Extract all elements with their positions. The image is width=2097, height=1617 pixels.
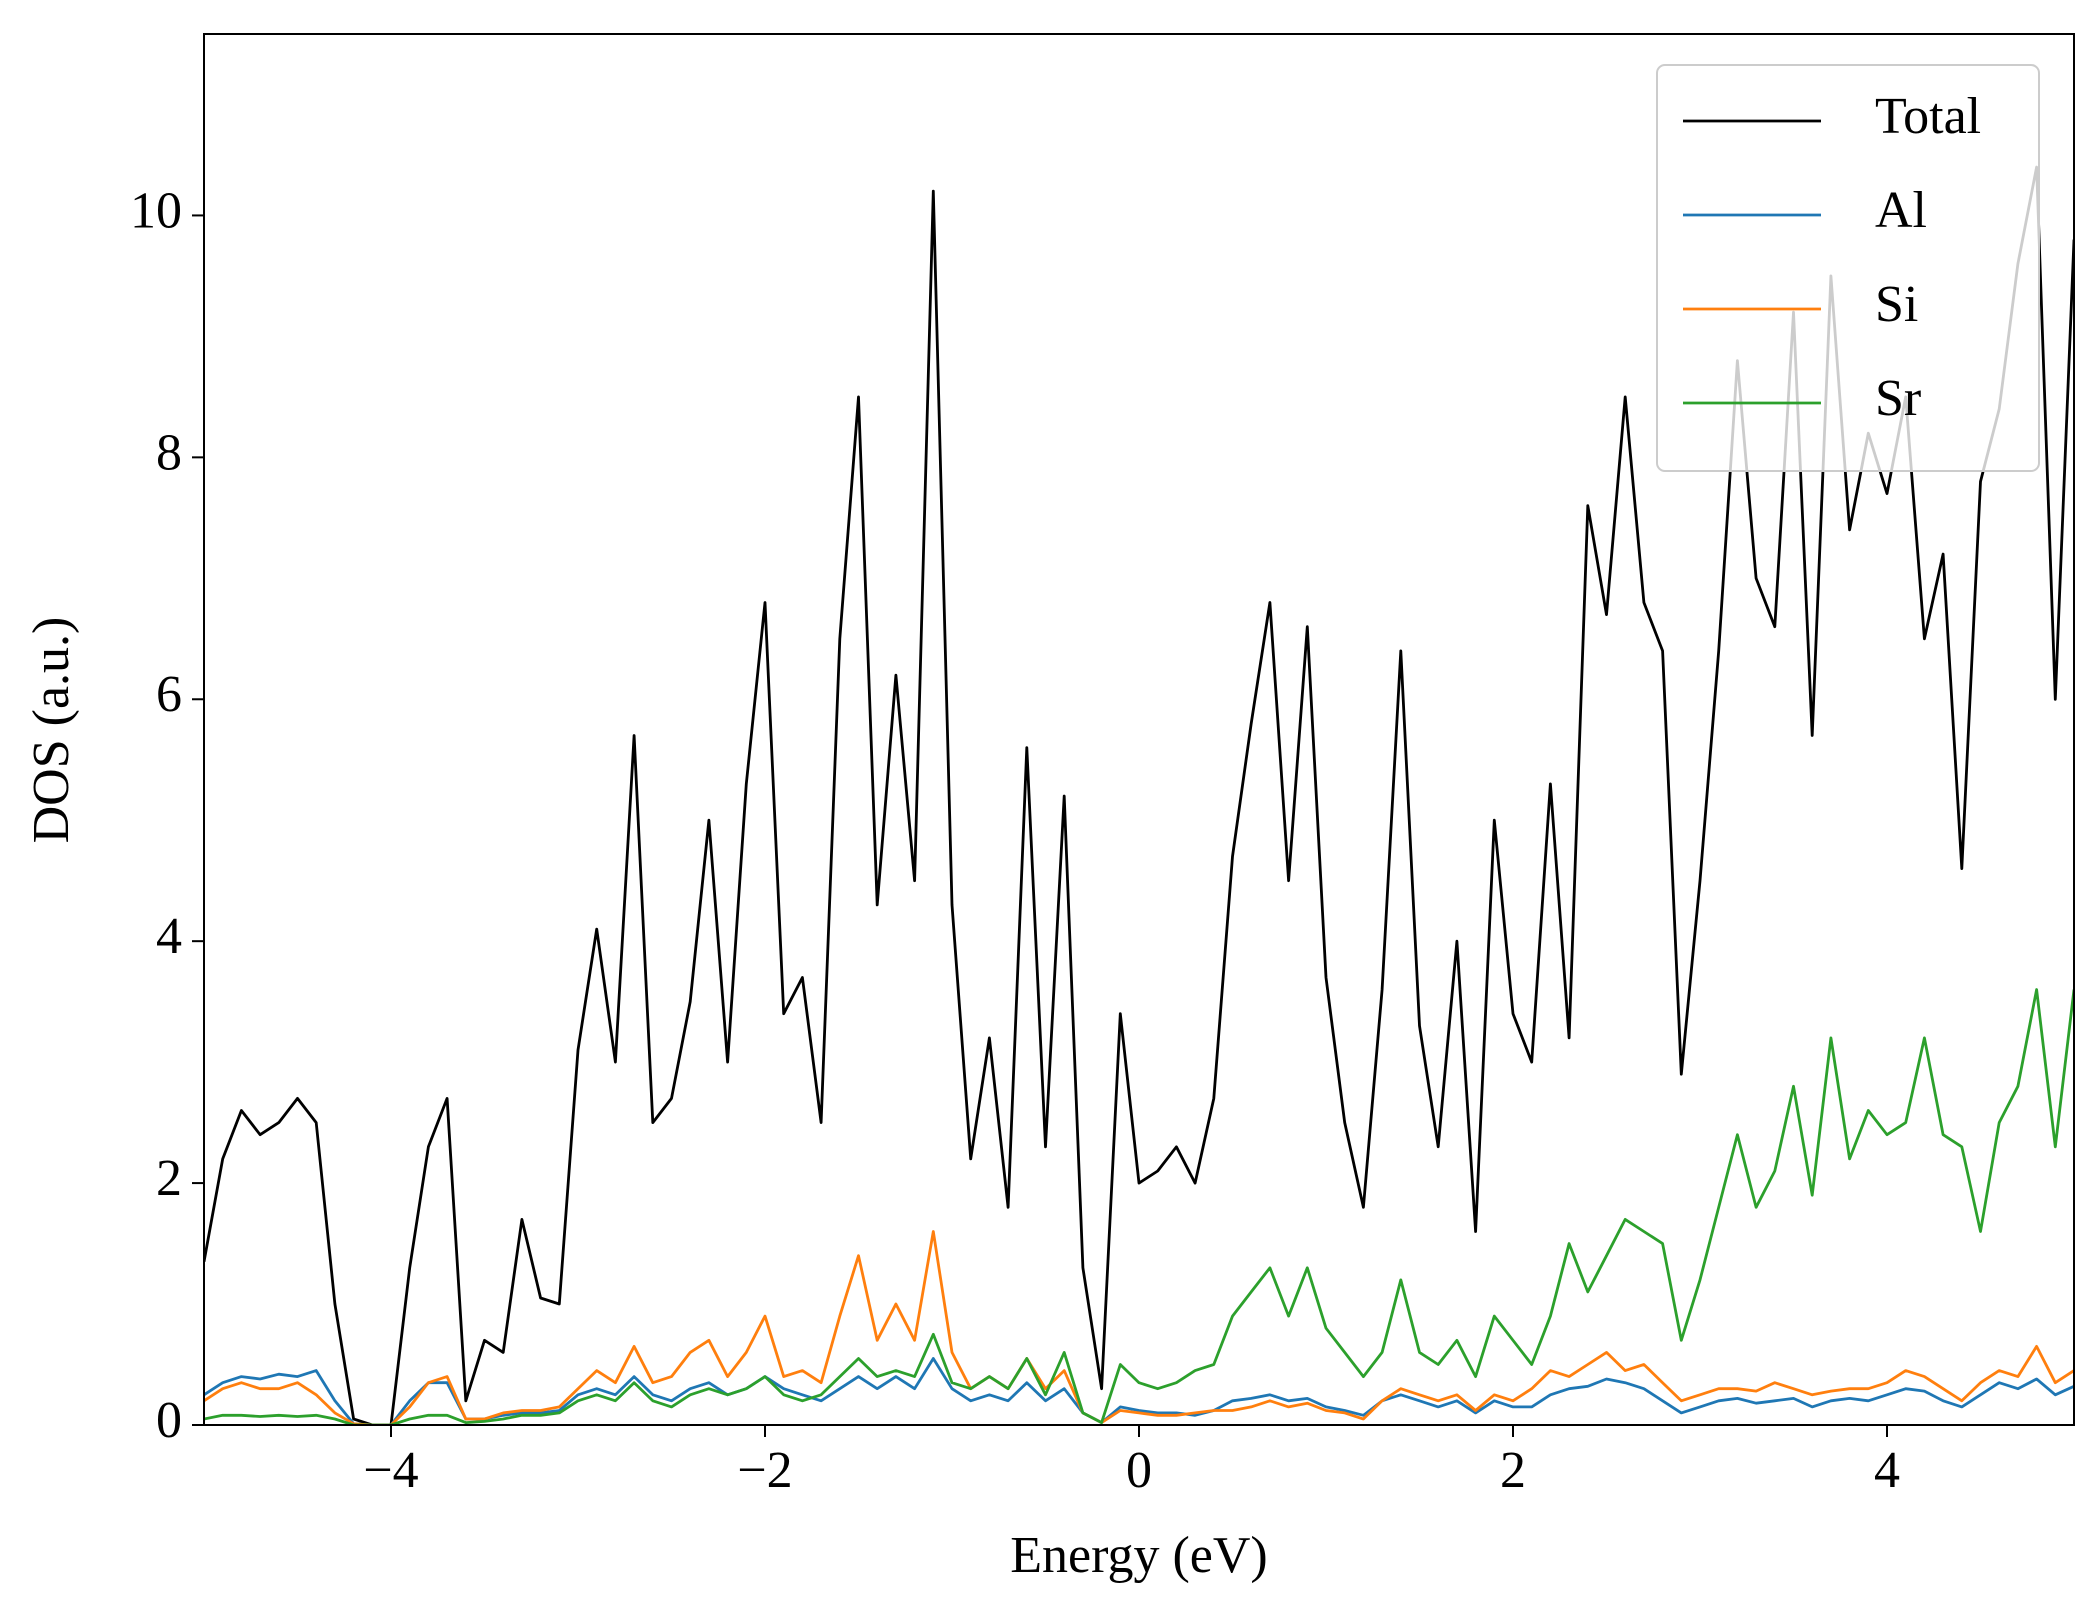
series-line: [204, 165, 2074, 1425]
series-line: [204, 1357, 2074, 1425]
legend-label: Total: [1875, 88, 1981, 145]
y-tick-label: 4: [156, 908, 182, 965]
x-tick-label: 0: [1126, 1442, 1152, 1499]
series-line: [204, 1230, 2074, 1425]
legend-box: [1656, 64, 2040, 472]
y-tick-label: 0: [156, 1392, 182, 1449]
series-line: [204, 988, 2074, 1425]
x-tick-label: −2: [737, 1442, 792, 1499]
y-tick-label: 10: [130, 182, 182, 239]
y-tick-label: 6: [156, 666, 182, 723]
x-tick-label: −4: [363, 1442, 418, 1499]
y-tick-label: 8: [156, 424, 182, 481]
y-tick-label: 2: [156, 1150, 182, 1207]
legend-label: Si: [1875, 276, 1918, 333]
y-axis-label: DOS (a.u.): [23, 617, 80, 844]
x-tick-label: 2: [1500, 1442, 1526, 1499]
legend-label: Al: [1875, 182, 1927, 239]
legend-label: Sr: [1875, 370, 1921, 427]
x-tick-label: 4: [1874, 1442, 1900, 1499]
x-axis-label: Energy (eV): [1010, 1527, 1268, 1584]
